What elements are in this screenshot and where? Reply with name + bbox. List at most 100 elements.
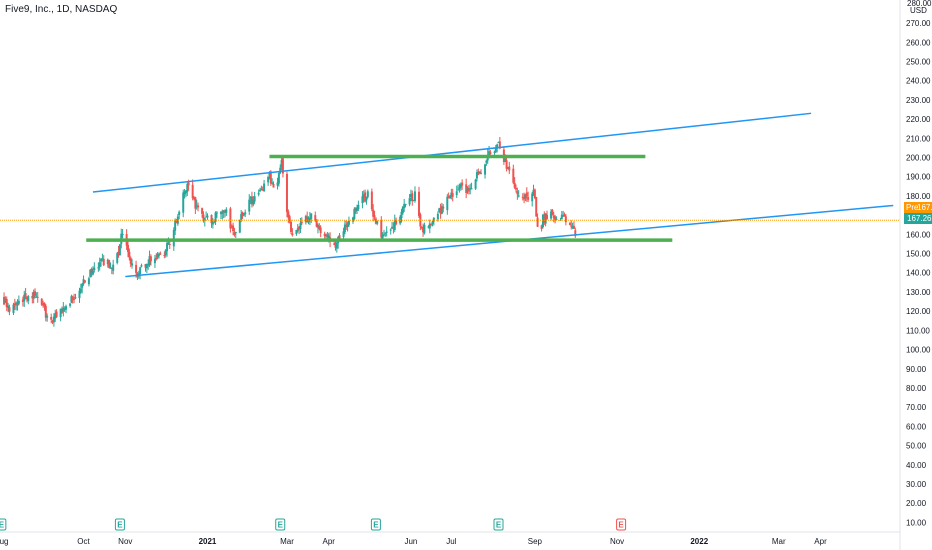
candle-body — [176, 216, 179, 224]
time-tick-label: Mar — [280, 537, 294, 546]
price-tick-label: 30.00 — [906, 480, 927, 489]
candle-body — [493, 151, 496, 153]
candle-body — [431, 221, 434, 225]
candle-body — [334, 242, 337, 248]
candle-body — [232, 225, 235, 232]
candle-body — [244, 212, 247, 215]
candle-body — [174, 220, 177, 231]
candle-body — [222, 210, 225, 213]
price-axis[interactable]: 280.00 USD 270.00 260.00 250.00 240.00 230.0… — [899, 0, 932, 550]
time-axis[interactable]: Aug Oct Nov 2021 Mar Apr Jun Jul Sep Nov 2022 Mar Ap… — [0, 531, 900, 546]
candle-body — [82, 279, 85, 285]
earnings-icon-label: E — [117, 521, 123, 530]
candle-body — [259, 190, 262, 192]
price-axis-unit: USD — [910, 6, 927, 15]
price-tick-label: 120.00 — [906, 307, 931, 316]
candle-body — [412, 200, 415, 202]
candle-body — [131, 263, 134, 266]
candle-body — [219, 212, 222, 215]
candle-body — [338, 235, 341, 239]
candle-body — [380, 220, 383, 238]
candle-body — [346, 223, 349, 228]
candle-body — [65, 306, 68, 310]
candle-body — [280, 160, 283, 168]
candle-body — [364, 192, 367, 202]
candle-body — [201, 208, 204, 214]
candle-body — [100, 259, 103, 262]
candle-body — [300, 221, 303, 224]
candle-body — [71, 296, 74, 300]
candle-body — [436, 213, 439, 220]
candle-body — [155, 257, 158, 259]
candle-body — [153, 258, 156, 264]
candle-body — [485, 160, 488, 163]
candle-body — [408, 198, 411, 205]
candle-body — [497, 141, 500, 143]
candle-body — [261, 189, 264, 191]
candle-body — [420, 226, 423, 228]
candle-body — [535, 196, 538, 217]
candle-body — [13, 303, 16, 305]
candle-body — [191, 184, 194, 199]
candle-body — [8, 307, 11, 312]
candle-body — [129, 257, 132, 264]
candle-body — [327, 235, 330, 239]
candle-body — [361, 196, 364, 204]
candle-body — [478, 171, 481, 174]
pre-market-price-tag — [904, 202, 932, 213]
candle-body — [183, 191, 186, 195]
candle-body — [210, 215, 213, 224]
price-tick-label: 110.00 — [906, 326, 930, 335]
candle-body — [551, 209, 554, 215]
price-tick-label: 230.00 — [906, 96, 931, 105]
candle-body — [508, 166, 511, 171]
candle-body — [470, 188, 473, 190]
candle-body — [149, 256, 152, 262]
candle-body — [314, 215, 317, 221]
price-tick-label: 10.00 — [906, 518, 927, 527]
candle-body — [277, 173, 280, 184]
candle-body — [166, 242, 169, 252]
price-tick-label: 150.00 — [906, 250, 931, 259]
candle-body — [46, 315, 49, 318]
candle-body — [233, 232, 236, 235]
price-tick-label: 130.00 — [906, 288, 931, 297]
candle-body — [281, 158, 284, 174]
price-tick-label: 190.00 — [906, 173, 931, 182]
candle-body — [563, 214, 566, 217]
time-tick-label: Sep — [528, 537, 543, 546]
candle-body — [140, 265, 143, 267]
candle-body — [533, 189, 536, 199]
candle-body — [430, 223, 433, 225]
price-tick-label: 240.00 — [906, 77, 931, 86]
candle-body — [50, 316, 53, 320]
candle-body — [69, 303, 72, 306]
price-tick-label: 100.00 — [906, 346, 931, 355]
time-tick-label: Nov — [118, 537, 132, 546]
candle-body — [411, 193, 414, 202]
symbol-title[interactable]: Five9, Inc., 1D, NASDAQ — [5, 4, 118, 15]
candle-body — [224, 211, 226, 213]
candle-body — [536, 217, 539, 227]
candle-body — [91, 270, 94, 275]
candle-body — [295, 229, 298, 235]
candle-body — [285, 173, 288, 213]
candle-body — [117, 251, 120, 256]
candle-body — [15, 302, 18, 306]
candle-body — [250, 196, 253, 205]
candle-body — [527, 197, 530, 200]
candle-body — [308, 217, 311, 221]
candle-body — [187, 182, 190, 186]
candle-body — [531, 193, 534, 202]
candle-body — [532, 189, 535, 194]
candle-body — [36, 296, 39, 298]
candle-body — [517, 195, 520, 197]
candle-body — [506, 167, 509, 169]
candle-body — [570, 225, 573, 227]
candle-body — [543, 214, 546, 223]
upper-channel-trendline[interactable] — [92, 112, 812, 193]
candle-body — [253, 196, 256, 202]
candle-body — [318, 226, 321, 230]
